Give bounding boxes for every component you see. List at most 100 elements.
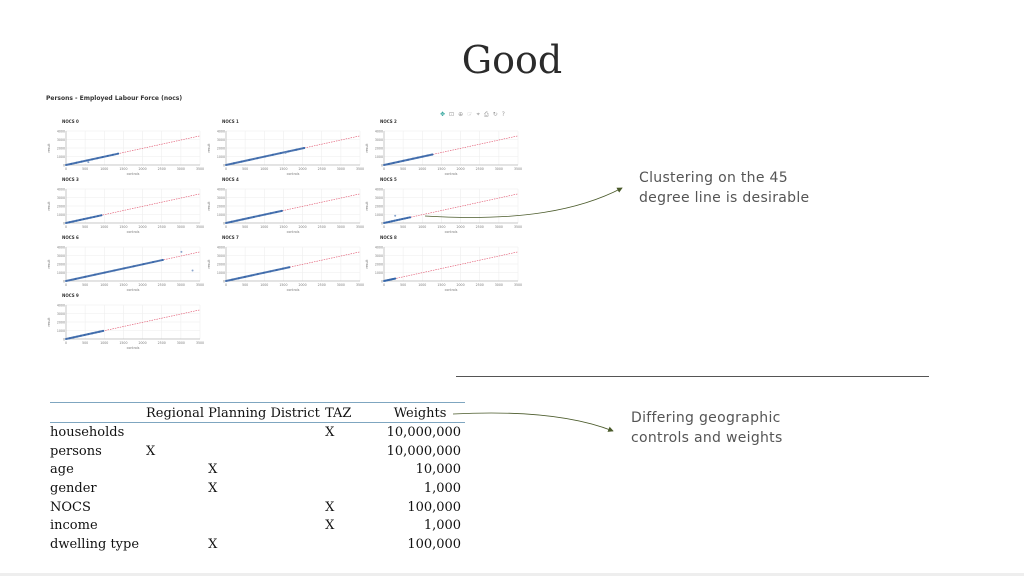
help-icon[interactable]: ? [501,111,505,118]
pan-icon[interactable]: ✥ [440,111,446,118]
data-point [74,277,77,280]
x-tick-label: 500 [242,167,248,171]
y-tick-label: 4000 [217,130,225,134]
data-point [392,161,395,164]
x-tick-label: 1500 [119,167,127,171]
x-tick-label: 3500 [514,225,522,229]
x-tick-label: 2000 [457,167,465,171]
y-tick-label: 0 [223,280,225,284]
x-tick-label: 1500 [119,225,127,229]
plot-title: NOCS 3 [62,177,79,182]
data-point [123,267,126,270]
y-tick-label: 0 [223,164,225,168]
x-axis-label: controls [127,172,140,176]
x-tick-label: 3000 [177,341,185,345]
scatter-plot[interactable]: NOCS 9 4000 3000 2000 1000 0 0 500 1000 1500 2000 2… [46,293,206,355]
y-tick-label: 2000 [375,205,383,209]
row-label: age [50,462,74,478]
y-tick-label: 4000 [217,246,225,250]
y-tick-label: 4000 [57,304,65,308]
header-regional: Regional [146,402,209,423]
data-point [117,152,120,155]
taz-cell: X [325,518,335,534]
scatter-plot[interactable]: NOCS 7 4000 3000 2000 1000 0 0 500 1000 1500 2000 2… [206,235,366,297]
x-tick-label: 500 [82,341,88,345]
scatter-plot[interactable]: NOCS 0 4000 3000 2000 1000 0 0 500 1000 1500 2000 2… [46,119,206,181]
x-tick-label: 2000 [299,225,307,229]
plot-title: NOCS 8 [380,235,397,240]
data-point [91,158,94,161]
scatter-plot[interactable]: NOCS 3 4000 3000 2000 1000 0 0 500 1000 1500 2000 2… [46,177,206,239]
data-point [82,218,85,221]
x-tick-label: 3000 [495,225,503,229]
y-tick-label: 1000 [375,213,383,217]
data-point [72,220,75,223]
y-axis-label: result [207,201,211,211]
data-point [236,219,239,222]
data-point [394,277,397,280]
y-tick-label: 3000 [217,254,225,258]
y-tick-label: 3000 [57,138,65,142]
data-point [303,147,306,149]
x-tick-label: 1500 [279,225,287,229]
data-point [281,267,284,270]
outlier-point [180,250,183,253]
data-point [403,217,406,220]
tap-icon[interactable]: ☞ [467,111,473,118]
plot-title: NOCS 7 [222,235,239,240]
x-tick-label: 2500 [476,225,484,229]
y-tick-label: 4000 [57,246,65,250]
x-axis-label: controls [127,346,140,350]
data-point [412,157,415,160]
data-point [91,332,94,335]
row-label: gender [50,480,97,496]
plot-title: NOCS 6 [62,235,79,240]
x-tick-label: 2000 [457,283,465,287]
plot-title: NOCS 9 [62,293,79,298]
y-tick-label: 4000 [375,246,383,250]
y-tick-label: 2000 [217,205,225,209]
y-tick-label: 3000 [375,254,383,258]
x-tick-label: 2500 [476,283,484,287]
x-axis-label: controls [287,288,300,292]
x-tick-label: 3500 [356,283,364,287]
scatter-plot[interactable]: NOCS 5 4000 3000 2000 1000 0 0 500 1000 1500 2000 2… [364,177,524,239]
outlier-point [394,214,397,217]
scatter-plot[interactable]: NOCS 1 4000 3000 2000 1000 0 0 500 1000 1500 2000 2… [206,119,366,181]
data-point [407,158,410,161]
x-axis-label: controls [445,288,458,292]
data-point [295,148,298,151]
data-point [409,216,412,219]
data-point [264,213,267,216]
hover-icon[interactable]: ⌖ [476,111,480,118]
data-point [132,265,135,268]
x-tick-label: 0 [65,167,67,171]
x-tick-label: 1500 [279,283,287,287]
x-tick-label: 1000 [100,167,108,171]
x-tick-label: 0 [65,283,67,287]
x-tick-label: 500 [82,167,88,171]
scatter-plot[interactable]: NOCS 8 4000 3000 2000 1000 0 0 500 1000 1500 2000 2… [364,235,524,297]
wheel-zoom-icon[interactable]: ⊕ [458,111,464,118]
scatter-plot[interactable]: NOCS 4 4000 3000 2000 1000 0 0 500 1000 1500 2000 2… [206,177,366,239]
data-point [76,335,79,338]
x-tick-label: 0 [383,283,385,287]
data-point [271,153,274,156]
save-icon[interactable]: ⎙ [483,111,489,118]
data-point [279,152,282,155]
outlier-point [191,269,194,272]
scatter-plot[interactable]: NOCS 2 4000 3000 2000 1000 0 0 500 1000 1500 2000 2… [364,119,524,181]
x-tick-label: 500 [82,225,88,229]
data-point [79,334,82,337]
x-tick-label: 500 [400,167,406,171]
x-tick-label: 2500 [158,167,166,171]
reset-icon[interactable]: ↻ [492,111,498,118]
arrow-to-callout [452,412,614,432]
data-point [96,215,99,218]
box-zoom-icon[interactable]: ⊡ [449,111,455,118]
y-tick-label: 4000 [217,188,225,192]
x-tick-label: 1500 [437,283,445,287]
scatter-plot[interactable]: NOCS 6 4000 3000 2000 1000 0 0 500 1000 1500 2000 2… [46,235,206,297]
plot-toolbar: ✥ ⊡ ⊕ ☞ ⌖ ⎙ ↻ ? [440,111,505,119]
